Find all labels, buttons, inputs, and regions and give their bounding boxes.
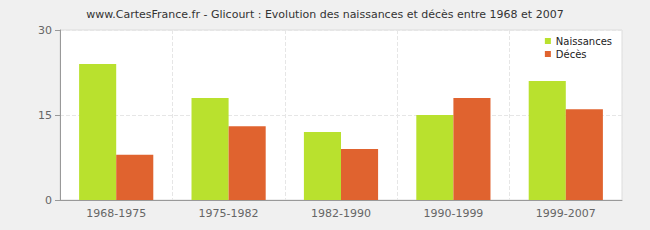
svg-text:1990-1999: 1990-1999: [423, 207, 483, 220]
svg-text:0: 0: [45, 194, 52, 207]
svg-text:www.CartesFrance.fr - Glicourt: www.CartesFrance.fr - Glicourt : Evoluti…: [86, 8, 563, 21]
svg-text:1999-2007: 1999-2007: [536, 207, 596, 220]
svg-text:30: 30: [38, 24, 52, 37]
svg-text:Décès: Décès: [556, 49, 587, 60]
svg-text:1982-1990: 1982-1990: [311, 207, 371, 220]
svg-text:15: 15: [38, 109, 52, 122]
svg-text:1975-1982: 1975-1982: [199, 207, 259, 220]
svg-text:1968-1975: 1968-1975: [86, 207, 146, 220]
svg-text:Naissances: Naissances: [556, 36, 612, 47]
